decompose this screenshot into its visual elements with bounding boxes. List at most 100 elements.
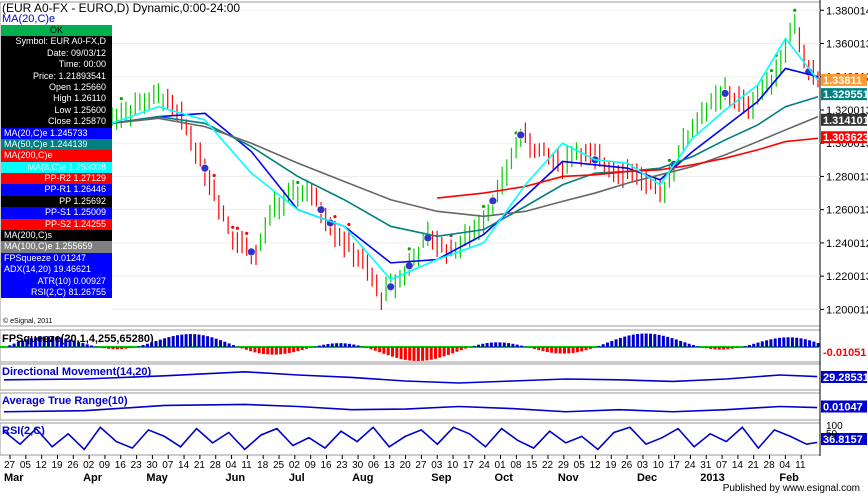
signal-dot [481,204,486,209]
x-tick-label: 29 [558,460,570,471]
fps-bar [124,347,128,349]
info-row: High 1.26110 [1,93,112,105]
y-tick-label: 1.220013 [826,271,868,283]
x-month-label: Mar [4,472,24,484]
indicator-line-2 [3,370,818,384]
fps-bar [107,347,111,349]
indicator-value-box [821,400,867,413]
fps-bar [726,347,730,350]
signal-dot [119,96,123,101]
fps-bar [722,347,726,350]
fps-bar [477,344,480,347]
fps-bar [532,347,536,349]
info-row: Low 1.25600 [1,104,112,117]
info-row: Time: 00:00 [1,59,112,71]
fps-bar [206,336,210,347]
info-row: Date: 09/03/12 [1,47,112,60]
fps-bar [421,347,425,361]
x-tick-label: 17 [463,460,475,471]
fps-bar [756,342,760,347]
fps-bar [219,340,222,347]
fps-bar [34,337,38,347]
fps-bar [790,337,794,347]
info-row: Symbol: EUR A0-FX,D [1,36,112,48]
fps-bar [717,347,721,350]
fps-bar [670,338,674,347]
indicator-line-4 [3,426,818,451]
x-tick-label: 31 [700,460,712,471]
x-month-label: Jun [226,472,246,484]
indicator-value-label: 29.28531 [823,372,868,384]
fps-bar [657,334,661,347]
y-tick-label: 1.240012 [826,238,868,250]
fps-bar [150,342,154,347]
fps-bar [515,344,519,347]
fps-bar [231,345,235,347]
fps-bar [59,337,63,347]
info-row: Close 1.25870 [1,116,112,128]
signal-dot [245,231,249,235]
info-row: MA(20,C)e 1.245733 [1,127,112,139]
y-tick-label: 1.280013 [826,171,868,183]
fps-bar [180,334,184,347]
marker-circle [246,247,256,257]
fps-bar [292,347,296,353]
fps-bar [184,334,188,347]
x-month-label: Oct [495,472,514,484]
indicator-label: Average True Range(10) [2,395,128,407]
fps-bar [623,336,627,347]
fps-bar [636,333,640,347]
fps-bar [511,343,515,347]
fps-bar [382,347,386,354]
x-tick-label: 04 [779,460,791,471]
x-month-label: Apr [83,472,103,484]
fps-bar [575,347,579,353]
fps-bar [704,347,708,349]
indicator-value-label: 36.8157 [823,434,863,446]
axis-value-label: 1.303623 [823,132,868,144]
fps-bar [262,347,265,355]
x-tick-label: 05 [20,460,32,471]
fps-bar [85,344,89,347]
fps-bar [115,347,119,350]
marker-circle [200,163,210,173]
fps-bar [201,335,205,347]
fps-bar [799,338,803,347]
fps-bar [42,336,46,347]
x-tick-label: 05 [574,460,586,471]
fps-bar [644,333,648,347]
axis-value-label: 1.314101 [823,115,868,127]
signal-dot [235,226,240,230]
fps-bar [567,347,571,354]
fps-bar [661,335,665,347]
fps-bar [227,343,231,347]
fps-bar [507,343,511,347]
x-tick-label: 21 [194,460,206,471]
x-tick-label: 11 [795,460,806,471]
fps-bar [335,343,339,347]
fps-bar [627,335,631,347]
x-tick-label: 07 [162,460,174,471]
fps-bar [386,347,390,356]
fps-bar [747,344,751,347]
fps-bar [257,347,261,354]
fps-bar [300,347,304,350]
fps-bar [253,347,257,353]
ma-label: MA(20,C)e [2,13,56,25]
fps-bar [778,337,781,347]
x-tick-label: 19 [51,460,63,471]
fps-bar [249,347,253,352]
fps-bar [197,334,201,347]
fps-bar [735,347,738,349]
x-tick-label: 09 [305,460,317,471]
x-tick-label: 18 [257,460,269,471]
x-tick-label: 10 [653,460,665,471]
fps-bar [8,345,12,347]
fps-bar [137,346,141,347]
fps-bar [326,343,330,347]
fps-bar [674,339,678,347]
ok-button[interactable]: OK [1,25,112,37]
fps-bar [537,347,541,351]
axis-value-box [821,73,867,86]
footer: Published by www.esignal.com [722,483,860,494]
